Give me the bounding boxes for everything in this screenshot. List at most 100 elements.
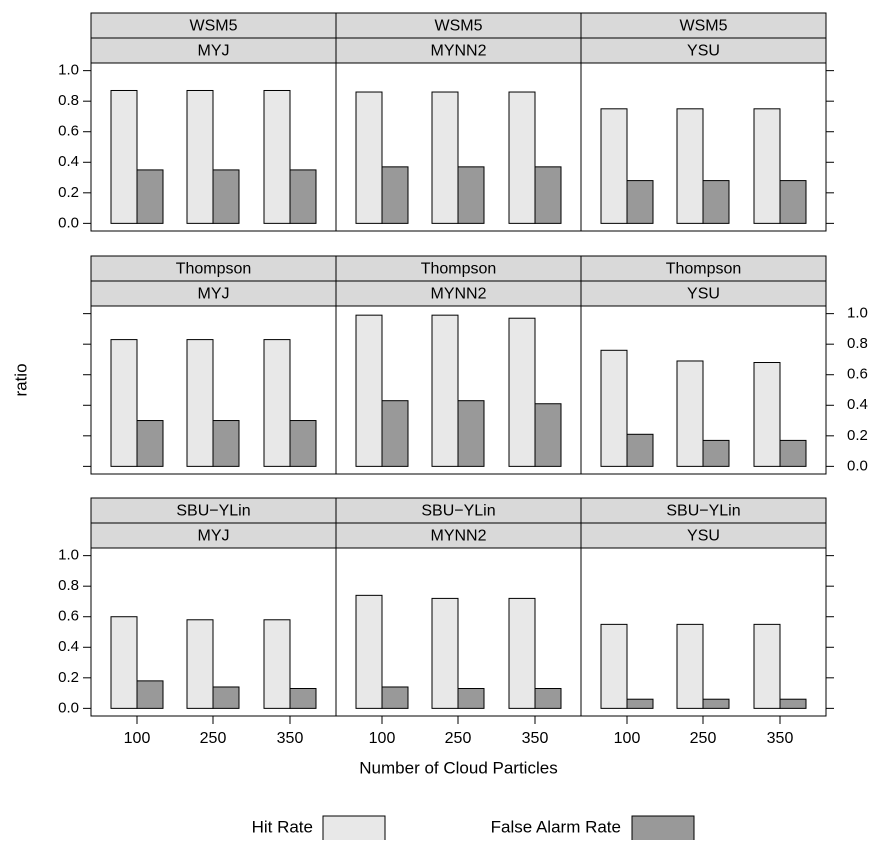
x-axis-label: Number of Cloud Particles bbox=[359, 758, 557, 777]
strip-top-label: WSM5 bbox=[680, 18, 728, 35]
bar-hit-rate bbox=[431, 597, 459, 709]
bar-hit-rate bbox=[110, 339, 138, 467]
bar-false-alarm-rate bbox=[212, 420, 240, 467]
bar-hit-rate bbox=[355, 91, 383, 224]
strip-top-label: SBU−YLin bbox=[666, 503, 740, 520]
strip-top-box bbox=[580, 255, 827, 282]
bar-false-alarm-rate bbox=[702, 439, 730, 467]
bar-hit-rate bbox=[600, 349, 628, 467]
y-tick-label: 0.6 bbox=[847, 366, 868, 383]
panel-frame bbox=[580, 62, 827, 232]
y-axis-label: ratio bbox=[11, 363, 30, 396]
y-tick-label: 0.2 bbox=[847, 427, 868, 444]
x-tick-label: 350 bbox=[522, 730, 549, 747]
bar-false-alarm-rate bbox=[381, 166, 409, 224]
bar-false-alarm-rate bbox=[702, 180, 730, 224]
strip-bottom-box bbox=[335, 37, 582, 64]
bar-false-alarm-rate bbox=[779, 698, 807, 709]
strip-bottom-label: MYNN2 bbox=[430, 286, 486, 303]
bar-hit-rate bbox=[600, 623, 628, 709]
y-tick-label: 0.0 bbox=[58, 214, 79, 231]
bar-hit-rate bbox=[186, 339, 214, 467]
strip-top-box bbox=[580, 12, 827, 39]
bar-hit-rate bbox=[186, 89, 214, 224]
bar-hit-rate bbox=[600, 108, 628, 224]
bar-hit-rate bbox=[263, 339, 291, 467]
x-tick-label: 250 bbox=[690, 730, 717, 747]
bar-false-alarm-rate bbox=[136, 680, 164, 709]
strip-bottom-label: MYJ bbox=[198, 528, 230, 545]
bar-false-alarm-rate bbox=[534, 166, 562, 224]
strip-bottom-label: YSU bbox=[687, 286, 720, 303]
bar-hit-rate bbox=[753, 362, 781, 467]
y-tick-label: 0.4 bbox=[58, 153, 79, 170]
strip-bottom-box bbox=[335, 280, 582, 307]
legend-false-alarm-rate-swatch bbox=[631, 815, 695, 843]
bar-hit-rate bbox=[508, 597, 536, 709]
y-tick-label: 0.6 bbox=[58, 608, 79, 625]
strip-bottom-label: YSU bbox=[687, 43, 720, 60]
x-tick-label: 250 bbox=[200, 730, 227, 747]
y-tick-label: 1.0 bbox=[58, 547, 79, 564]
strip-bottom-box bbox=[580, 280, 827, 307]
y-tick-label: 0.4 bbox=[847, 396, 868, 413]
legend-hit-rate-label: Hit Rate bbox=[252, 817, 313, 836]
strip-bottom-label: MYJ bbox=[198, 286, 230, 303]
bar-hit-rate bbox=[355, 314, 383, 467]
bar-false-alarm-rate bbox=[136, 420, 164, 467]
y-tick-label: 0.4 bbox=[58, 638, 79, 655]
bar-false-alarm-rate bbox=[702, 698, 730, 709]
bar-false-alarm-rate bbox=[136, 169, 164, 224]
bar-hit-rate bbox=[508, 91, 536, 224]
bar-false-alarm-rate bbox=[212, 686, 240, 709]
bar-hit-rate bbox=[431, 314, 459, 467]
bar-false-alarm-rate bbox=[289, 169, 317, 224]
bar-false-alarm-rate bbox=[457, 400, 485, 467]
bar-hit-rate bbox=[508, 317, 536, 467]
bar-false-alarm-rate bbox=[289, 420, 317, 467]
bar-false-alarm-rate bbox=[779, 439, 807, 467]
strip-bottom-label: YSU bbox=[687, 528, 720, 545]
x-tick-label: 100 bbox=[614, 730, 641, 747]
strip-bottom-box bbox=[335, 522, 582, 549]
y-tick-label: 0.8 bbox=[847, 335, 868, 352]
bar-false-alarm-rate bbox=[381, 686, 409, 709]
strip-bottom-label: MYNN2 bbox=[430, 43, 486, 60]
legend-hit-rate-swatch bbox=[322, 815, 386, 843]
y-tick-label: 0.0 bbox=[847, 457, 868, 474]
x-tick-label: 100 bbox=[369, 730, 396, 747]
x-tick-label: 350 bbox=[767, 730, 794, 747]
strip-top-label: WSM5 bbox=[190, 18, 238, 35]
x-tick-label: 350 bbox=[277, 730, 304, 747]
y-tick-label: 0.8 bbox=[58, 577, 79, 594]
bar-hit-rate bbox=[753, 108, 781, 224]
strip-bottom-label: MYNN2 bbox=[430, 528, 486, 545]
strip-top-label: SBU−YLin bbox=[421, 503, 495, 520]
strip-bottom-box bbox=[90, 37, 337, 64]
y-tick-label: 1.0 bbox=[847, 305, 868, 322]
bar-false-alarm-rate bbox=[626, 180, 654, 224]
bar-hit-rate bbox=[263, 89, 291, 224]
x-tick-label: 100 bbox=[124, 730, 151, 747]
bar-hit-rate bbox=[676, 360, 704, 467]
y-tick-label: 0.8 bbox=[58, 92, 79, 109]
strip-bottom-label: MYJ bbox=[198, 43, 230, 60]
bar-false-alarm-rate bbox=[457, 688, 485, 709]
bar-false-alarm-rate bbox=[626, 433, 654, 467]
bar-false-alarm-rate bbox=[457, 166, 485, 224]
y-tick-label: 0.2 bbox=[58, 184, 79, 201]
bar-false-alarm-rate bbox=[626, 698, 654, 709]
bar-false-alarm-rate bbox=[289, 688, 317, 709]
y-tick-label: 0.0 bbox=[58, 699, 79, 716]
strip-bottom-box bbox=[580, 37, 827, 64]
bar-hit-rate bbox=[676, 623, 704, 709]
y-tick-label: 1.0 bbox=[58, 62, 79, 79]
bar-false-alarm-rate bbox=[381, 400, 409, 467]
strip-top-label: Thompson bbox=[176, 261, 252, 278]
bar-hit-rate bbox=[753, 623, 781, 709]
bar-false-alarm-rate bbox=[534, 688, 562, 709]
bar-hit-rate bbox=[676, 108, 704, 224]
bar-hit-rate bbox=[355, 594, 383, 709]
